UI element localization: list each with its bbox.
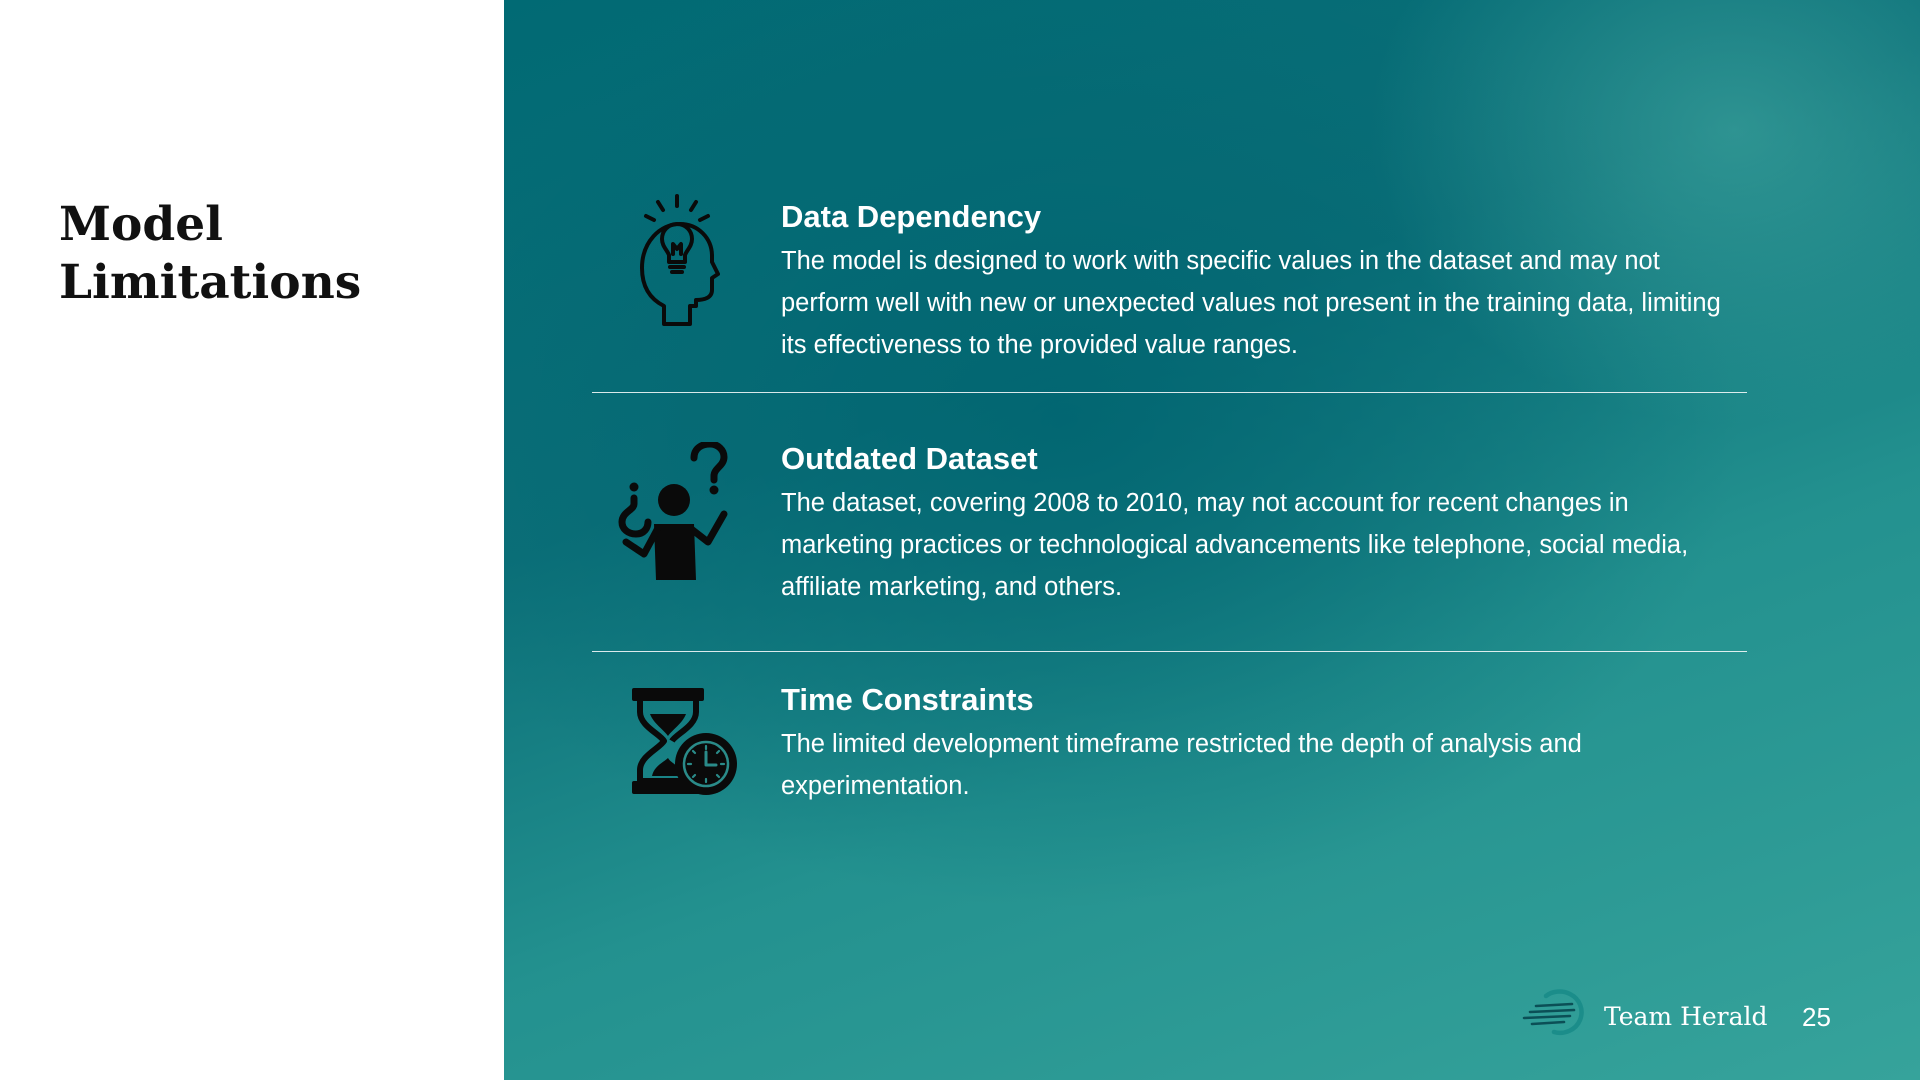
item-description: The model is designed to work with speci… (781, 247, 1721, 359)
page-number: 25 (1802, 1002, 1831, 1032)
item-heading: Data Dependency (781, 199, 1042, 234)
item-description: The dataset, covering 2008 to 2010, may … (781, 489, 1689, 601)
title-panel: Model Limitations (0, 0, 504, 1080)
team-herald-logo-icon (1522, 989, 1584, 1036)
item-heading: Outdated Dataset (781, 441, 1038, 476)
confused-person-icon (618, 442, 728, 580)
item-description: The limited development timeframe restri… (781, 730, 1582, 800)
item-heading: Time Constraints (781, 682, 1034, 717)
slide-title: Model Limitations (59, 197, 362, 310)
divider (592, 651, 1747, 652)
lightbulb-head-icon (640, 194, 720, 326)
content-panel: Data Dependency The model is designed to… (504, 0, 1920, 1080)
hourglass-clock-icon (632, 688, 737, 795)
divider (592, 392, 1747, 393)
footer-brand: Team Herald (1604, 1002, 1768, 1031)
